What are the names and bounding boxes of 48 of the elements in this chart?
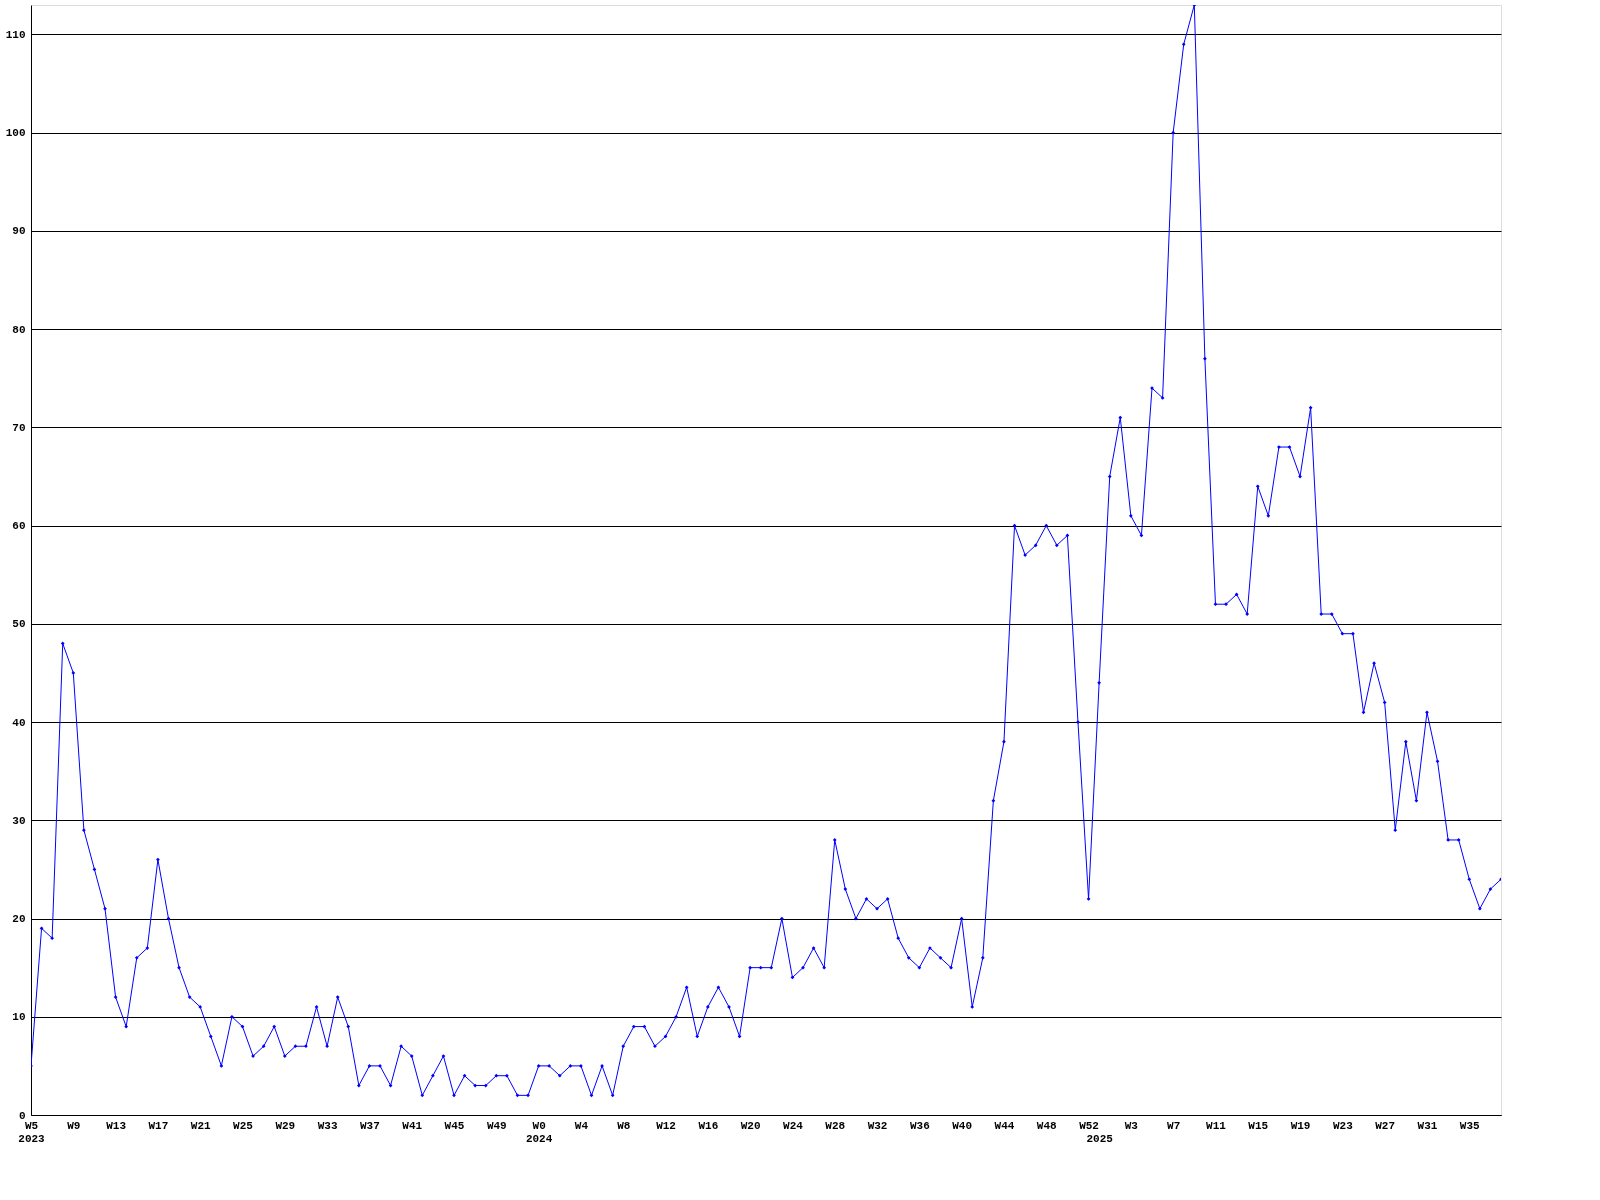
x-tick-label: W32 bbox=[867, 1119, 888, 1132]
x-tick-label: W44 bbox=[994, 1119, 1015, 1132]
x-tick-label: W48 bbox=[1036, 1119, 1058, 1132]
x-tick-label: W40 bbox=[952, 1119, 973, 1132]
x-tick-label: W36 bbox=[909, 1119, 930, 1132]
x-tick-label: W16 bbox=[698, 1119, 719, 1132]
x-tick-label: W25 bbox=[233, 1119, 254, 1132]
y-tick-label: 110 bbox=[5, 28, 26, 41]
y-tick-label: 90 bbox=[12, 225, 26, 238]
x-tick-label: W41 bbox=[402, 1119, 423, 1132]
y-tick-label: 20 bbox=[12, 913, 26, 926]
y-tick-label: 100 bbox=[5, 127, 26, 140]
x-tick-label: W0 2024 bbox=[525, 1119, 553, 1145]
x-tick-label: W4 bbox=[574, 1119, 589, 1132]
x-tick-label: W27 bbox=[1375, 1119, 1396, 1132]
x-tick-label: W21 bbox=[190, 1119, 211, 1132]
y-tick-label: 40 bbox=[12, 716, 26, 729]
x-tick-label: W45 bbox=[444, 1119, 465, 1132]
y-tick-label: 30 bbox=[12, 814, 26, 827]
y-tick-label: 50 bbox=[12, 618, 26, 631]
x-tick-label: W52 bbox=[1079, 1119, 1099, 1132]
x-tick-label: W11 bbox=[1206, 1119, 1227, 1132]
x-tick-label: W19 bbox=[1290, 1119, 1311, 1132]
x-tick-label: W23 bbox=[1332, 1119, 1354, 1132]
x-tick-label: W37 bbox=[360, 1119, 380, 1132]
x-tick-label: W12 bbox=[656, 1119, 676, 1132]
x-tick-label: W29 bbox=[275, 1119, 296, 1132]
x-tick-label: W49 bbox=[486, 1119, 507, 1132]
x-tick-label: W24 bbox=[783, 1119, 804, 1132]
x-tick-label: W33 bbox=[317, 1119, 338, 1132]
x-tick-label: W35 bbox=[1459, 1119, 1481, 1132]
x-tick-label: W8 bbox=[617, 1119, 631, 1132]
y-tick-label: 70 bbox=[12, 421, 26, 434]
x-tick-label: W5 2023 bbox=[18, 1119, 46, 1145]
x-tick-label: W15 bbox=[1248, 1119, 1269, 1132]
x-tick-label: 2025 bbox=[1086, 1132, 1114, 1145]
x-tick-label: W20 bbox=[740, 1119, 761, 1132]
x-tick-label: W31 bbox=[1417, 1119, 1438, 1132]
x-tick-label: W3 bbox=[1124, 1119, 1139, 1132]
y-tick-label: 60 bbox=[12, 520, 26, 533]
y-tick-label: 10 bbox=[12, 1011, 26, 1024]
y-tick-label: 80 bbox=[12, 323, 26, 336]
x-tick-label: W13 bbox=[106, 1119, 127, 1132]
y-tick-label: 0 bbox=[18, 1109, 26, 1122]
x-tick-label: W28 bbox=[825, 1119, 846, 1132]
x-tick-label: W9 bbox=[67, 1119, 81, 1132]
x-tick-label: W7 bbox=[1167, 1119, 1181, 1132]
x-tick-label: W17 bbox=[148, 1119, 169, 1132]
